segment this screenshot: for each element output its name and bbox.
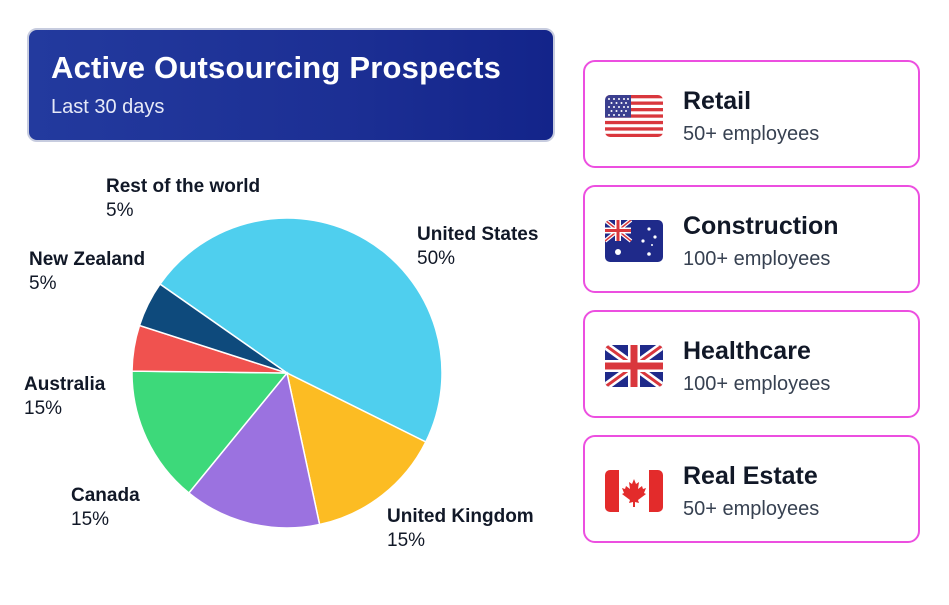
prospect-card-real-estate[interactable]: Real Estate 50+ employees [583, 435, 920, 543]
slice-label-value: 15% [387, 530, 426, 551]
slice-label-value: 15% [24, 398, 63, 419]
slice-label-united-kingdom: United Kingdom 15% [387, 505, 534, 553]
slice-label-australia: Australia 15% [24, 373, 105, 421]
pie-slice-canada[interactable] [187, 371, 321, 529]
slice-label-new-zealand: New Zealand 5% [29, 248, 145, 296]
card-subtitle: 100+ employees [683, 373, 831, 395]
slice-label-name: Rest of the world [106, 176, 261, 197]
slice-label-value: 5% [29, 273, 57, 294]
pie-slice-rest-of-the-world[interactable] [138, 283, 288, 374]
slice-label-value: 15% [71, 509, 110, 530]
pie-chart-svg [131, 217, 443, 529]
pie-slice-united-states[interactable] [158, 217, 443, 443]
canada-flag-icon [605, 470, 663, 512]
slice-label-rest-of-the-world: Rest of the world 5% [106, 175, 260, 223]
chart-subtitle: Last 30 days [51, 96, 165, 118]
card-title: Construction [683, 212, 839, 240]
prospect-card-healthcare[interactable]: Healthcare 100+ employees [583, 310, 920, 418]
slice-label-name: Australia [24, 374, 106, 395]
card-subtitle: 50+ employees [683, 123, 820, 145]
card-title: Healthcare [683, 337, 811, 365]
card-subtitle: 50+ employees [683, 498, 820, 520]
prospect-card-construction[interactable]: Construction 100+ employees [583, 185, 920, 293]
card-title: Retail [683, 87, 752, 115]
pie-chart: United States 50% United Kingdom 15% Can… [0, 150, 580, 605]
slice-label-name: United States [417, 224, 539, 245]
card-subtitle: 100+ employees [683, 248, 831, 270]
title-banner: Active Outsourcing Prospects Last 30 day… [27, 28, 555, 142]
uk-flag-icon [605, 345, 663, 387]
australia-flag-icon [605, 220, 663, 262]
pie-slice-australia[interactable] [131, 370, 289, 495]
prospect-card-retail[interactable]: Retail 50+ employees [583, 60, 920, 168]
slice-label-value: 50% [417, 248, 456, 269]
pie-slice-united-kingdom[interactable] [285, 371, 427, 526]
slice-label-name: New Zealand [29, 249, 146, 270]
slice-label-canada: Canada 15% [71, 484, 140, 532]
chart-title: Active Outsourcing Prospects [51, 50, 502, 85]
slice-label-value: 5% [106, 200, 134, 221]
slice-label-name: United Kingdom [387, 506, 534, 527]
card-title: Real Estate [683, 462, 818, 490]
slice-label-name: Canada [71, 485, 140, 506]
slice-label-united-states: United States 50% [417, 223, 538, 271]
us-flag-icon [605, 95, 663, 137]
